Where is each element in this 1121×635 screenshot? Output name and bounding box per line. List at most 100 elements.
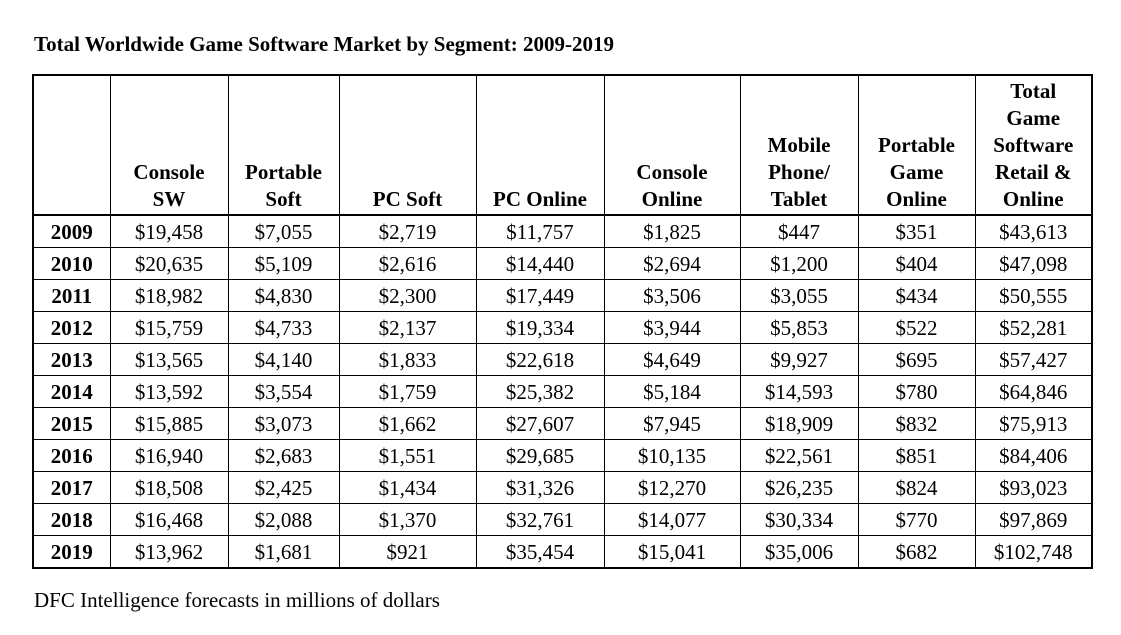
value-cell: $32,761: [475, 503, 605, 536]
value-cell: $4,649: [603, 343, 741, 376]
year-cell: 2015: [32, 407, 111, 440]
value-cell: $30,334: [739, 503, 859, 536]
value-cell: $2,694: [603, 247, 741, 280]
value-cell: $10,135: [603, 439, 741, 472]
value-cell: $434: [857, 279, 976, 312]
footnote: DFC Intelligence forecasts in millions o…: [34, 588, 440, 612]
value-cell: $50,555: [974, 279, 1093, 312]
value-cell: $20,635: [109, 247, 229, 280]
column-header-line: Portable: [878, 133, 955, 157]
value-cell: $921: [338, 535, 477, 569]
value-cell: $35,454: [475, 535, 605, 569]
value-cell: $351: [857, 214, 976, 248]
value-cell: $19,334: [475, 311, 605, 344]
column-header-line: Total: [1010, 79, 1057, 103]
value-cell: $75,913: [974, 407, 1093, 440]
value-cell: $27,607: [475, 407, 605, 440]
table-body: 2009 $19,458 $7,055 $2,719 $11,757 $1,825 $447…: [32, 214, 1093, 569]
column-header-line: Online: [1002, 187, 1064, 211]
value-cell: $14,440: [475, 247, 605, 280]
table-row: 2017 $18,508 $2,425 $1,434 $31,326 $12,270 $26…: [32, 471, 1093, 504]
value-cell: $2,300: [338, 279, 477, 312]
value-cell: $3,055: [739, 279, 859, 312]
value-cell: $2,088: [227, 503, 340, 536]
value-cell: $35,006: [739, 535, 859, 569]
year-cell: 2011: [32, 279, 111, 312]
value-cell: $15,885: [109, 407, 229, 440]
value-cell: $1,662: [338, 407, 477, 440]
value-cell: $14,593: [739, 375, 859, 408]
value-cell: $5,109: [227, 247, 340, 280]
market-table: Console SW Portable Soft PC Soft PC Online Con…: [32, 74, 1093, 569]
value-cell: $18,982: [109, 279, 229, 312]
year-cell: 2012: [32, 311, 111, 344]
column-header: Console SW: [109, 74, 229, 216]
table-row: 2013 $13,565 $4,140 $1,833 $22,618 $4,649 $9,9…: [32, 343, 1093, 376]
table-row: 2019 $13,962 $1,681 $921 $35,454 $15,041 $35,0…: [32, 535, 1093, 569]
value-cell: $1,434: [338, 471, 477, 504]
value-cell: $3,506: [603, 279, 741, 312]
value-cell: $22,561: [739, 439, 859, 472]
value-cell: $1,551: [338, 439, 477, 472]
column-header-line: Online: [886, 187, 947, 211]
value-cell: $26,235: [739, 471, 859, 504]
value-cell: $4,140: [227, 343, 340, 376]
value-cell: $17,449: [475, 279, 605, 312]
year-cell: 2013: [32, 343, 111, 376]
value-cell: $14,077: [603, 503, 741, 536]
table-row: 2010 $20,635 $5,109 $2,616 $14,440 $2,694 $1,2…: [32, 247, 1093, 280]
column-header-line: Software: [993, 133, 1074, 157]
value-cell: $1,759: [338, 375, 477, 408]
value-cell: $12,270: [603, 471, 741, 504]
value-cell: $18,508: [109, 471, 229, 504]
value-cell: $5,184: [603, 375, 741, 408]
value-cell: $4,733: [227, 311, 340, 344]
value-cell: $57,427: [974, 343, 1093, 376]
value-cell: $2,683: [227, 439, 340, 472]
value-cell: $64,846: [974, 375, 1093, 408]
year-cell: 2010: [32, 247, 111, 280]
column-header: Portable Soft: [227, 74, 340, 216]
value-cell: $695: [857, 343, 976, 376]
table-row: 2012 $15,759 $4,733 $2,137 $19,334 $3,944 $5,8…: [32, 311, 1093, 344]
value-cell: $832: [857, 407, 976, 440]
value-cell: $102,748: [974, 535, 1093, 569]
column-header-line: Phone/: [768, 160, 830, 184]
column-header-line: Retail &: [995, 160, 1072, 184]
value-cell: $2,719: [338, 214, 477, 248]
value-cell: $93,023: [974, 471, 1093, 504]
column-header: PC Soft: [338, 74, 477, 216]
column-header: Portable Game Online: [857, 74, 976, 216]
value-cell: $682: [857, 535, 976, 569]
value-cell: $43,613: [974, 214, 1093, 248]
value-cell: $4,830: [227, 279, 340, 312]
year-cell: 2017: [32, 471, 111, 504]
value-cell: $47,098: [974, 247, 1093, 280]
column-header-line: Tablet: [770, 187, 828, 211]
value-cell: $15,759: [109, 311, 229, 344]
column-header-line: SW: [152, 187, 186, 211]
value-cell: $522: [857, 311, 976, 344]
year-cell: 2018: [32, 503, 111, 536]
column-header: PC Online: [475, 74, 605, 216]
value-cell: $31,326: [475, 471, 605, 504]
value-cell: $780: [857, 375, 976, 408]
year-cell: 2009: [32, 214, 111, 248]
column-header-line: Online: [641, 187, 703, 211]
value-cell: $447: [739, 214, 859, 248]
column-header-line: Game: [1006, 106, 1061, 130]
value-cell: $25,382: [475, 375, 605, 408]
header-row: Console SW Portable Soft PC Soft PC Online Con…: [32, 74, 1093, 216]
value-cell: $3,554: [227, 375, 340, 408]
value-cell: $13,592: [109, 375, 229, 408]
value-cell: $22,618: [475, 343, 605, 376]
value-cell: $5,853: [739, 311, 859, 344]
column-header: Mobile Phone/Tablet: [739, 74, 859, 216]
value-cell: $97,869: [974, 503, 1093, 536]
year-cell: 2016: [32, 439, 111, 472]
column-header: Console Online: [603, 74, 741, 216]
table-row: 2014 $13,592 $3,554 $1,759 $25,382 $5,184 $14,…: [32, 375, 1093, 408]
value-cell: $1,681: [227, 535, 340, 569]
value-cell: $770: [857, 503, 976, 536]
column-header-line: Portable: [245, 160, 322, 184]
